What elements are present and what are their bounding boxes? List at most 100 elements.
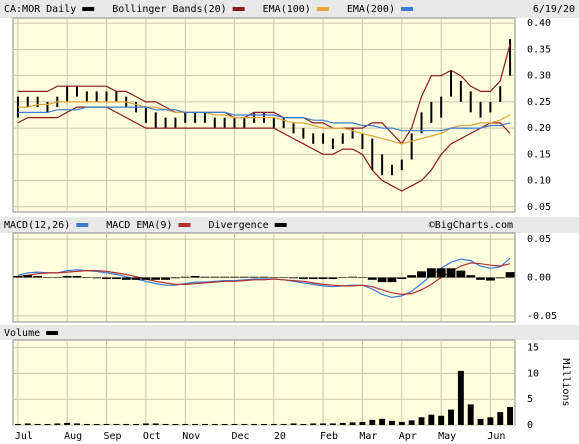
volume-bar (448, 409, 454, 425)
y-axis-label: Millions (560, 358, 571, 406)
legend-swatch (76, 223, 89, 227)
line (17, 44, 511, 145)
divergence-bar (466, 275, 476, 278)
divergence-bar (121, 277, 131, 280)
volume-bar (359, 421, 366, 425)
y-tick-label: 0 (527, 420, 533, 431)
x-tick-label: Apr (399, 431, 417, 442)
legend-swatch (274, 223, 287, 227)
divergence-bar (298, 277, 308, 280)
volume-bar (83, 423, 90, 425)
x-tick-label: Jun (487, 431, 505, 442)
divergence-bar (111, 277, 121, 280)
volume-bar (142, 423, 149, 425)
volume-bar (270, 423, 277, 425)
divergence-bar (407, 275, 417, 278)
x-tick-label: Aug (64, 431, 82, 442)
divergence-bar (13, 275, 23, 278)
divergence-bar (279, 277, 289, 278)
y-tick-label: 0.20 (527, 123, 551, 134)
divergence-bar (436, 268, 446, 278)
volume-bar (34, 423, 41, 425)
line (17, 101, 511, 145)
volume-bar (339, 422, 346, 425)
volume-bar (369, 419, 376, 425)
divergence-bar (210, 276, 220, 278)
divergence-bar (505, 272, 515, 278)
divergence-bar (180, 276, 190, 278)
divergence-bar (485, 277, 495, 281)
volume-bar (133, 423, 139, 425)
divergence-bar (43, 277, 52, 278)
divergence-bar (230, 276, 239, 278)
volume-bar (172, 423, 179, 425)
plot-area (12, 339, 516, 426)
volume-bar (477, 418, 484, 425)
panel-header (0, 325, 579, 340)
legend-label: MACD EMA(9) (106, 220, 172, 231)
legend-label: EMA(100) (263, 4, 311, 15)
y-tick-label: 10 (527, 368, 539, 379)
divergence-bar (200, 276, 210, 278)
x-tick-label: Dec (231, 431, 249, 442)
y-tick-label: 0.10 (527, 176, 551, 187)
divergence-bar (348, 276, 358, 278)
panel-header (0, 0, 579, 18)
divergence-bar (358, 277, 367, 278)
volume-bar (418, 417, 425, 425)
divergence-bar (239, 276, 249, 278)
source-label: ©BigCharts.com (429, 220, 513, 231)
divergence-bar (170, 277, 180, 279)
legend-label: CA:MOR Daily (4, 4, 76, 15)
divergence-bar (161, 277, 170, 280)
volume-bar (113, 423, 120, 425)
legend-label: Volume (4, 328, 40, 339)
legend-label: EMA(200) (347, 4, 395, 15)
divergence-bar (318, 277, 328, 280)
volume-bar (261, 423, 267, 425)
volume-bar (152, 423, 159, 425)
y-tick-label: 0.40 (527, 18, 551, 29)
volume-bar (379, 418, 386, 425)
panel-header (0, 217, 579, 233)
divergence-bar (249, 276, 259, 278)
volume-bar (497, 412, 504, 425)
x-tick-label: Sep (103, 431, 121, 442)
legend-swatch (232, 7, 245, 11)
y-tick-label: 0.05 (527, 234, 551, 245)
divergence-bar (426, 268, 436, 278)
divergence-bar (190, 275, 200, 278)
y-tick-label: 0.00 (527, 273, 551, 284)
divergence-bar (417, 271, 426, 278)
volume-bar (457, 370, 464, 425)
volume-bar (329, 423, 336, 425)
divergence-bar (23, 275, 33, 278)
volume-bar (428, 414, 435, 425)
y-tick-label: 15 (527, 343, 539, 354)
y-tick-label: 0.30 (527, 71, 551, 82)
volume-bar (507, 406, 514, 425)
divergence-bar (141, 277, 151, 280)
x-tick-label: Nov (182, 431, 200, 442)
x-tick-label: Mar (359, 431, 377, 442)
divergence-bar (338, 277, 348, 278)
volume-bar (211, 423, 218, 425)
divergence-bar (456, 270, 466, 278)
legend-swatch (46, 331, 59, 335)
y-tick-label: -0.05 (527, 311, 557, 322)
volume-bar (123, 423, 130, 425)
divergence-bar (72, 275, 82, 278)
divergence-bar (289, 277, 298, 279)
divergence-bar (476, 277, 485, 280)
volume-bar (14, 423, 21, 425)
divergence-bar (220, 276, 230, 278)
x-tick-label: May (438, 431, 456, 442)
divergence-bar (308, 277, 318, 280)
volume-bar (438, 415, 445, 425)
volume-bar (290, 423, 297, 425)
volume-bar (231, 423, 238, 425)
y-tick-label: 5 (527, 394, 533, 405)
divergence-bar (495, 277, 505, 279)
